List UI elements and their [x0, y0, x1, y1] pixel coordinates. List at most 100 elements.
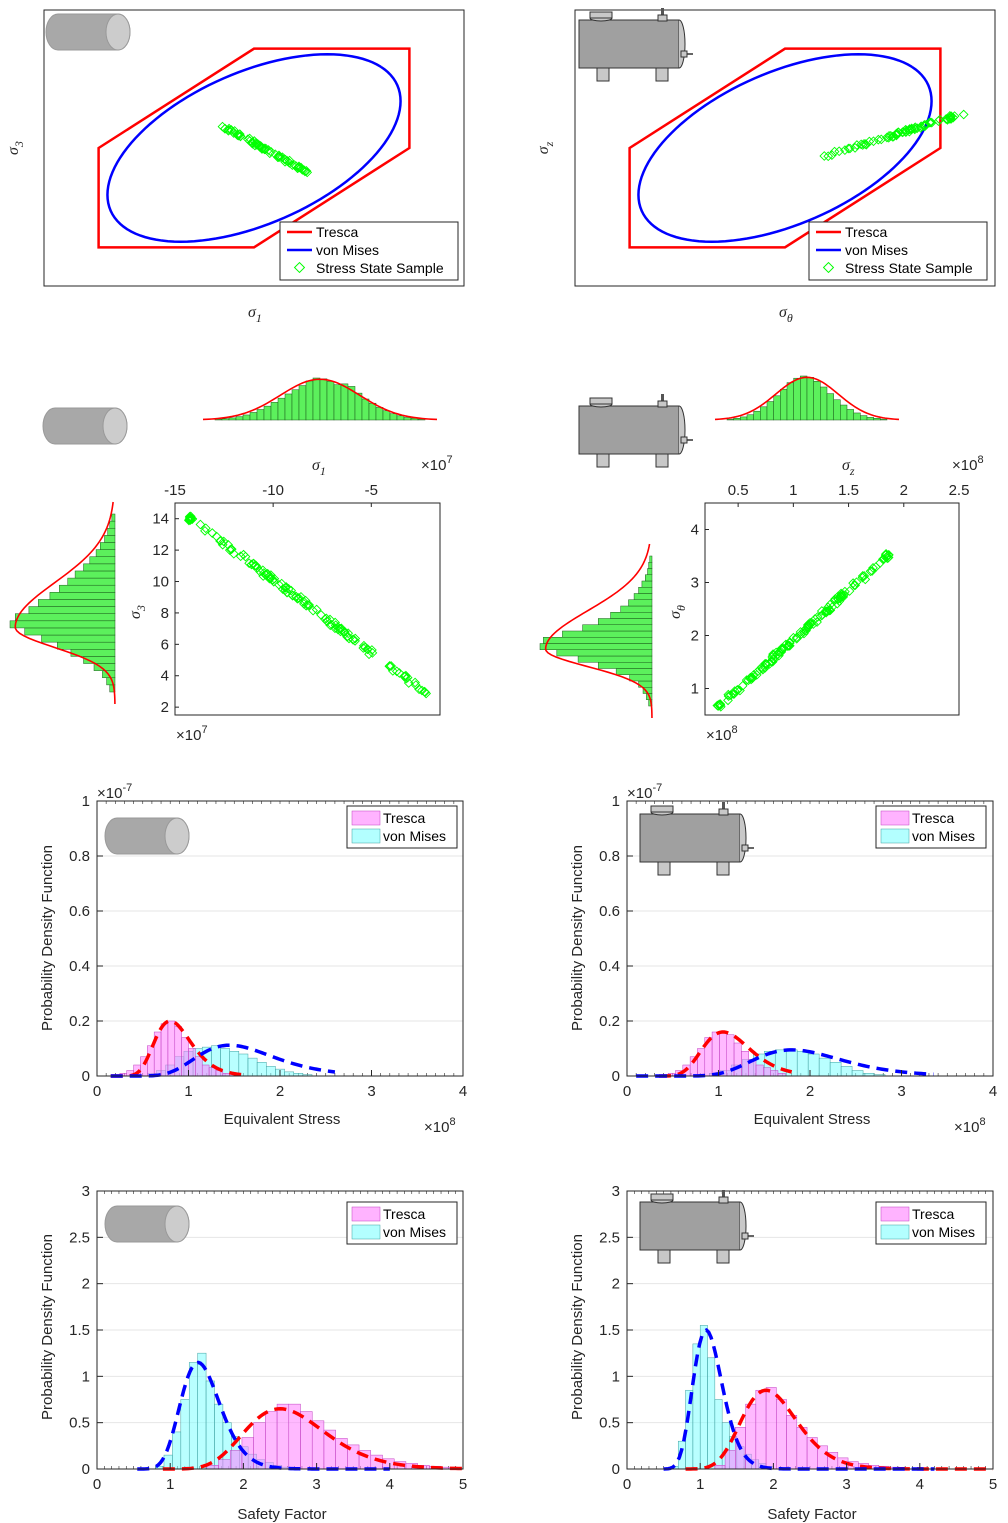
- x-tick-label: 4: [459, 1083, 467, 1100]
- hist-bar: [238, 1053, 249, 1077]
- hist-bar: [770, 1070, 779, 1077]
- sample-point: [850, 580, 861, 591]
- pdf-safety-left-plot: 0 1 2 3 4 5 0 0.5 1 1.5 2 2.5 3: [69, 1183, 467, 1493]
- sample-point: [904, 124, 915, 134]
- side-hist-bar: [9, 620, 116, 629]
- top-hist-bar: [753, 410, 761, 421]
- sample-point: [773, 650, 784, 661]
- sample-point: [868, 136, 879, 147]
- x-tick-label: 5: [989, 1476, 997, 1493]
- sample-point: [335, 623, 346, 634]
- sample-point: [270, 149, 281, 160]
- hist-bar: [256, 1062, 267, 1077]
- side-hist-bar: [111, 513, 116, 522]
- hist-bar: [201, 1064, 210, 1077]
- sample-point: [280, 154, 291, 165]
- yield-left-legend: Tresca von Mises Stress State Sample: [279, 221, 459, 281]
- sample-point: [843, 143, 854, 154]
- top-hist-bar: [382, 410, 391, 421]
- top-hist-bar: [263, 405, 272, 421]
- sample-point: [840, 145, 850, 156]
- legend-tresca: Tresca: [912, 1206, 954, 1222]
- joint-right-y-exponent: ×108: [706, 724, 738, 744]
- joint-right-top-label: σz: [842, 457, 855, 478]
- pdf-stress-left-y-exponent: ×10-7: [97, 782, 132, 802]
- top-hist-bar: [773, 395, 781, 421]
- joint-left-y-exponent: ×107: [176, 724, 208, 744]
- sample-point: [795, 627, 806, 637]
- sample-point: [941, 114, 951, 124]
- sample-point: [348, 634, 359, 645]
- top-hist-bar: [853, 412, 861, 421]
- yield-right-legend: Tresca von Mises Stress State Sample: [808, 221, 988, 281]
- y-tick-label: 0.4: [599, 958, 620, 975]
- yield-right-panel: Tresca von Mises Stress State Sample σθ …: [535, 7, 996, 325]
- y-tick-label: 2.5: [599, 1229, 620, 1246]
- side-hist-bar: [641, 580, 653, 588]
- sample-point: [299, 599, 309, 609]
- sample-point: [919, 121, 929, 131]
- sample-point: [821, 606, 832, 617]
- y-tick-label: 6: [161, 636, 169, 653]
- side-hist-bar: [647, 568, 653, 575]
- sample-point: [873, 134, 884, 145]
- sample-point: [860, 574, 871, 585]
- top-hist-bar: [733, 417, 741, 421]
- pdf-safety-right-plot: 0 1 2 3 4 5 0 0.5 1 1.5 2 2.5 3: [599, 1183, 997, 1493]
- pdf-stress-right-y-exponent: ×10-7: [627, 782, 662, 802]
- pdf-stress-left-legend: Tresca von Mises: [346, 805, 458, 849]
- hist-bar: [247, 1057, 258, 1077]
- sample-point: [284, 155, 295, 166]
- x-tick-label: 2: [806, 1083, 814, 1100]
- sample-point: [254, 142, 265, 152]
- sample-point: [767, 652, 778, 662]
- pdf-safety-left-xlabel: Safety Factor: [237, 1506, 326, 1523]
- side-hist-bar: [107, 527, 116, 536]
- x-tick-label: 3: [312, 1476, 320, 1493]
- x-tick-label: 1: [789, 482, 797, 499]
- pdf-stress-left-plot: 0 1 2 3 4 0 0.2 0.4 0.6 0.8 1: [69, 793, 467, 1100]
- rod-cylinder-icon: [104, 1205, 190, 1243]
- rod-cylinder-icon: [45, 13, 131, 51]
- sample-point: [200, 525, 210, 536]
- x-tick-label: 2: [276, 1083, 284, 1100]
- hist-bar: [796, 1051, 809, 1077]
- sample-point: [325, 620, 336, 631]
- sample-point: [251, 138, 262, 149]
- fit-curve: [110, 1043, 336, 1078]
- hist-bar: [180, 1399, 190, 1470]
- side-hist-bar: [629, 674, 653, 682]
- pressure-tank-icon: [639, 801, 755, 876]
- hist-bar: [840, 1066, 853, 1077]
- sample-point: [417, 685, 427, 696]
- legend-vonmises-swatch: [351, 1224, 381, 1240]
- joint-left-top-hist: [202, 377, 438, 421]
- hist-bar: [699, 1325, 708, 1470]
- legend-vonmises-swatch: [351, 828, 381, 844]
- sample-point: [849, 580, 860, 591]
- sample-point: [299, 596, 309, 607]
- side-hist-bar: [109, 520, 116, 529]
- hist-bar: [147, 1045, 155, 1077]
- sample-point: [274, 150, 284, 161]
- hist-bar: [218, 1459, 231, 1470]
- hist-bar: [851, 1070, 864, 1077]
- top-hist-bar: [333, 384, 342, 421]
- joint-left-panel: σ1 ×107 -15 -10 -5 2 4 6 8 10 12 14 σ3 ×107: [9, 377, 453, 744]
- x-tick-label: 3: [897, 1083, 905, 1100]
- sample-point: [185, 511, 196, 522]
- sample-point: [280, 156, 290, 167]
- side-hist-bar: [83, 563, 116, 572]
- joint-right-top-hist: [714, 375, 900, 421]
- top-hist-bar: [846, 409, 854, 421]
- joint-left-top-label: σ1: [312, 457, 326, 478]
- y-tick-label: 2: [82, 1276, 90, 1293]
- y-tick-label: 0: [82, 1068, 90, 1085]
- yield-right-ylabel: σz: [535, 141, 556, 154]
- sample-point: [386, 661, 397, 671]
- hist-bar: [714, 1465, 726, 1470]
- x-tick-label: 2.5: [949, 482, 970, 499]
- top-hist-bar: [319, 378, 328, 421]
- sample-point: [249, 136, 260, 146]
